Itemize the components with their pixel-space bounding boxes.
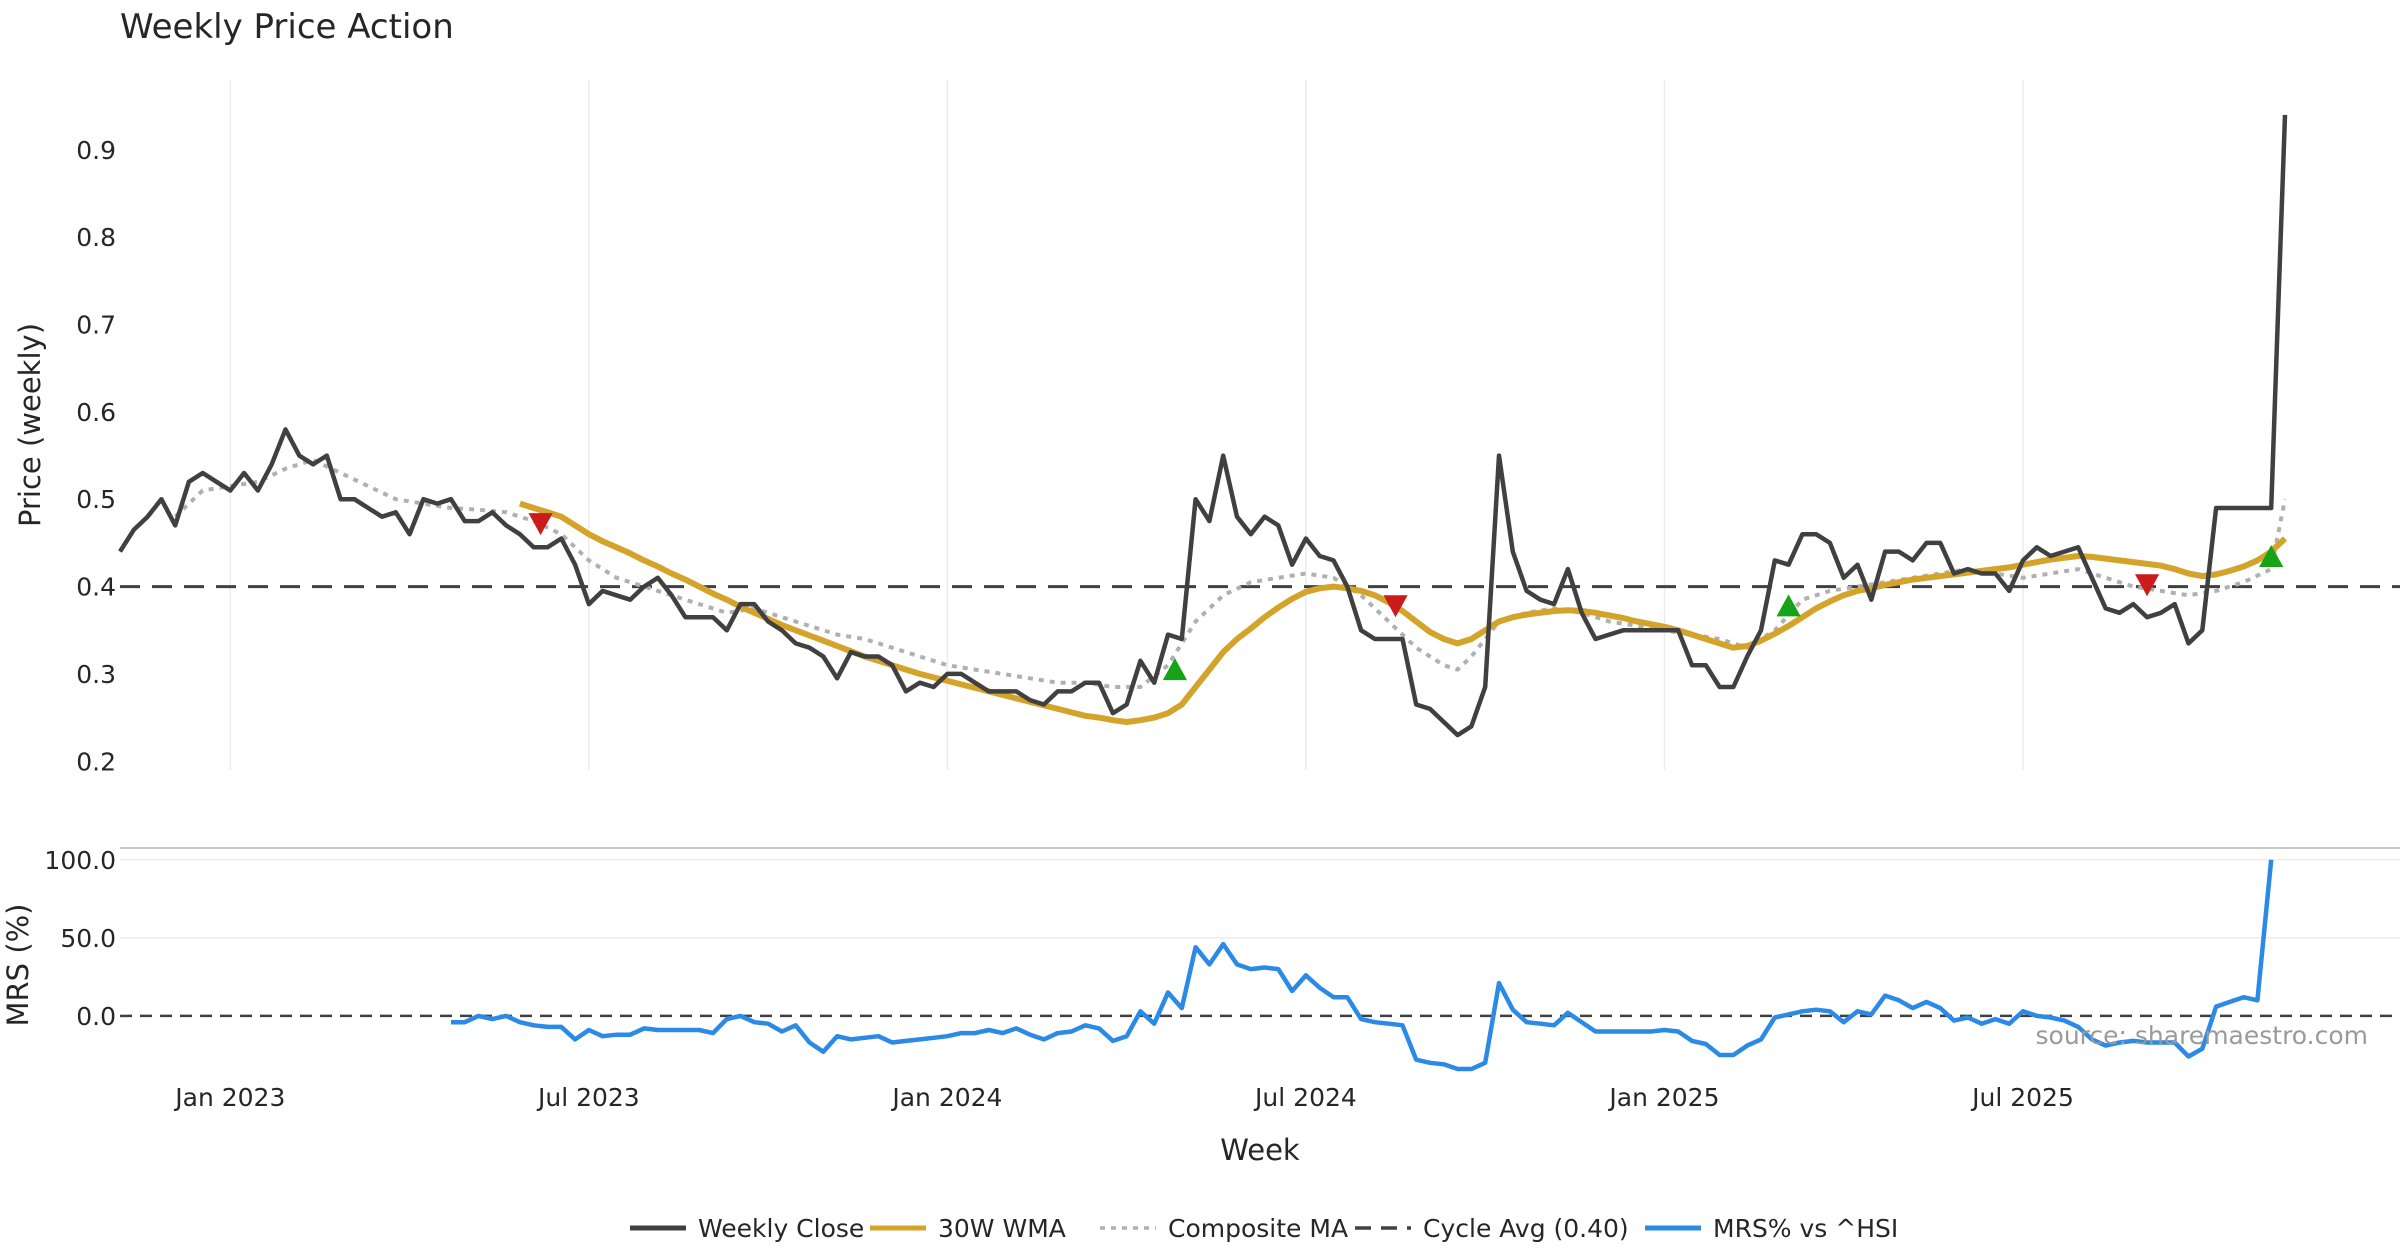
- legend: Weekly Close 30W WMA Composite MA Cycle Avg…: [630, 1214, 1898, 1243]
- sell-signal-marker: [528, 513, 553, 536]
- mrs-panel: [120, 859, 2400, 1072]
- mrs-y-tick-label: 0.0: [76, 1002, 116, 1031]
- wma-30w-line: [518, 500, 2288, 725]
- price-y-tick-label: 0.8: [76, 223, 116, 252]
- x-tick-label: Jan 2025: [1607, 1083, 1719, 1112]
- weekly-close-line: [118, 114, 2288, 738]
- price-y-tick-label: 0.5: [76, 485, 116, 514]
- x-tick-label: Jan 2024: [890, 1083, 1002, 1112]
- price-y-tick-label: 0.7: [76, 311, 116, 340]
- legend-label: MRS% vs ^HSI: [1713, 1214, 1898, 1243]
- mrs-y-tick-label: 100.0: [44, 846, 116, 875]
- legend-label: 30W WMA: [938, 1214, 1066, 1243]
- buy-signal-marker: [1162, 658, 1188, 681]
- price-y-tick-label: 0.2: [76, 747, 116, 776]
- mrs-axis-title: MRS (%): [1, 904, 35, 1027]
- grid: [120, 80, 2400, 939]
- price-y-tick-label: 0.4: [76, 573, 116, 602]
- legend-label: Composite MA: [1168, 1214, 1348, 1243]
- x-tick-label: Jul 2023: [536, 1083, 640, 1112]
- legend-label: Cycle Avg (0.40): [1423, 1214, 1629, 1243]
- x-axis-title: Week: [1220, 1133, 1300, 1167]
- buy-signal-marker: [2259, 545, 2284, 568]
- x-tick-label: Jul 2025: [1970, 1083, 2074, 1112]
- mrs-line: [451, 859, 2274, 1072]
- price-y-tick-label: 0.6: [76, 398, 116, 427]
- axes: Price (weekly) MRS (%) Week source: shar…: [1, 136, 2368, 1167]
- price-panel: [118, 114, 2400, 738]
- source-label: source: sharemaestro.com: [2036, 1021, 2369, 1050]
- price-axis-title: Price (weekly): [13, 323, 47, 527]
- legend-label: Weekly Close: [698, 1214, 864, 1243]
- x-tick-label: Jan 2023: [173, 1083, 285, 1112]
- x-tick-label: Jul 2024: [1253, 1083, 1357, 1112]
- price-y-tick-label: 0.3: [76, 660, 116, 689]
- sell-signal-marker: [1383, 595, 1408, 618]
- buy-signal-marker: [1776, 594, 1801, 617]
- sell-signal-marker: [2135, 574, 2160, 597]
- price-y-tick-label: 0.9: [76, 136, 116, 165]
- chart-title: Weekly Price Action: [120, 7, 454, 47]
- mrs-y-tick-label: 50.0: [60, 924, 116, 953]
